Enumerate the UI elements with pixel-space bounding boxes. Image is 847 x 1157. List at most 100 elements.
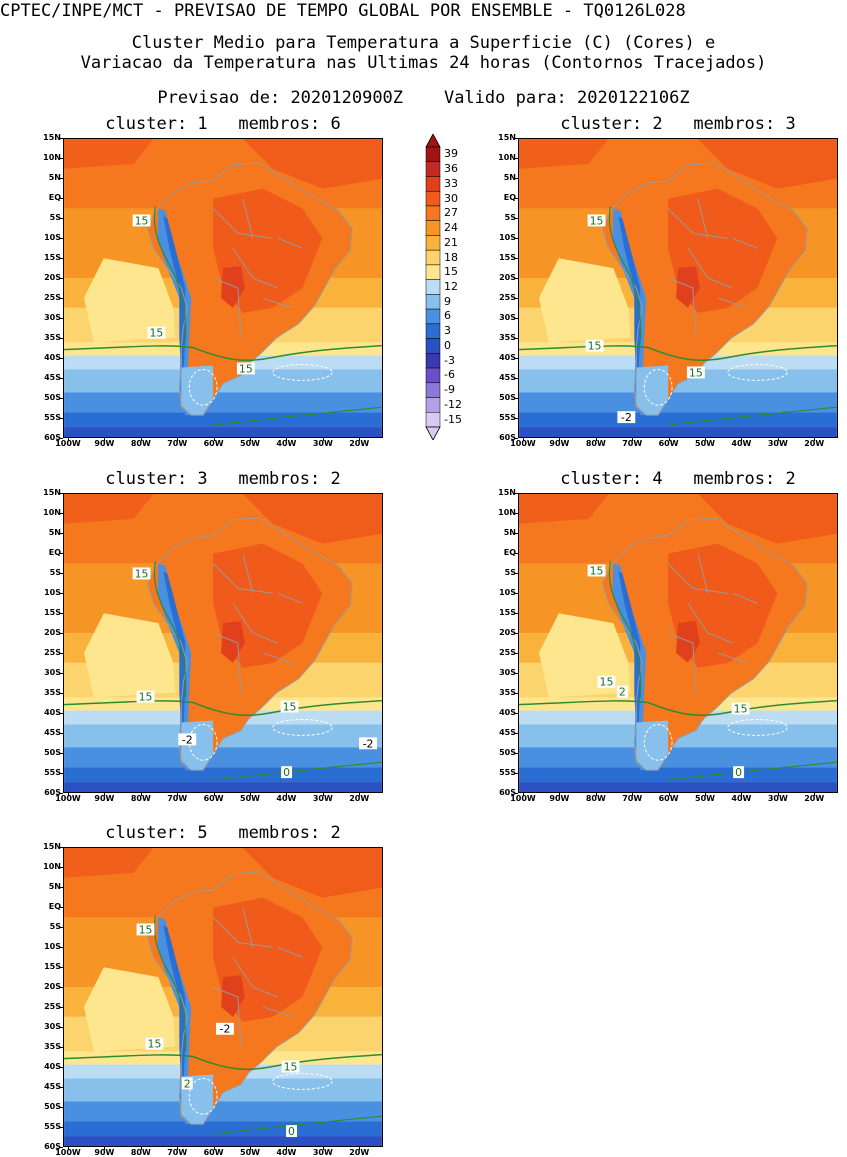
lat-tick bbox=[60, 1007, 63, 1008]
lat-label: 45S bbox=[44, 728, 61, 737]
lat-label: 40S bbox=[499, 353, 516, 362]
lat-tick bbox=[60, 1027, 63, 1028]
lon-label: 100W bbox=[55, 1148, 81, 1157]
lat-tick bbox=[515, 298, 518, 299]
lon-label: 50W bbox=[240, 1148, 260, 1157]
contour-label: 15 bbox=[731, 703, 750, 716]
colorbar-swatch bbox=[425, 397, 441, 413]
lon-label: 40W bbox=[276, 439, 297, 448]
lat-label: 10N bbox=[498, 153, 516, 162]
lat-label: 50S bbox=[499, 393, 516, 402]
contour-value: 0 bbox=[288, 1125, 295, 1138]
lat-label: 10S bbox=[499, 233, 516, 242]
lon-label: 80W bbox=[585, 794, 606, 803]
lat-label: EQ bbox=[48, 902, 61, 911]
lat-label: 60S bbox=[499, 433, 516, 442]
lon-label: 20W bbox=[804, 794, 825, 803]
lon-tick bbox=[322, 438, 324, 441]
colorbar-label: 3 bbox=[444, 324, 451, 338]
lon-label: 90W bbox=[549, 794, 570, 803]
lat-tick bbox=[60, 1107, 63, 1108]
lon-tick bbox=[286, 793, 288, 796]
lat-tick bbox=[515, 278, 518, 279]
colorbar-label: -6 bbox=[444, 368, 455, 382]
lat-label: 5S bbox=[504, 568, 516, 577]
lat-tick bbox=[515, 378, 518, 379]
lat-label: EQ bbox=[503, 548, 516, 557]
lon-tick bbox=[104, 438, 106, 441]
contour-label: 15 bbox=[686, 366, 705, 379]
contour-value: 15 bbox=[135, 214, 149, 227]
lon-label: 50W bbox=[240, 439, 260, 448]
temperature-map: 15 15 15 -2 -2 0 bbox=[63, 493, 383, 793]
lon-tick bbox=[177, 1147, 179, 1150]
lon-label: 20W bbox=[349, 439, 370, 448]
contour-value: 15 bbox=[150, 327, 164, 340]
panel-3-title: cluster: 3 membros: 2 bbox=[105, 469, 341, 489]
lon-tick bbox=[777, 793, 779, 796]
lon-label: 70W bbox=[622, 794, 643, 803]
lat-tick bbox=[60, 338, 63, 339]
panel-5-title: cluster: 5 membros: 2 bbox=[105, 823, 341, 843]
map-panel-3: 15 15 15 -2 -2 0 15N 10N 5N EQ 5S 10S 15S 20S 25S 30S 35… bbox=[43, 489, 383, 803]
header-line-2: Cluster Medio para Temperatura a Superfi… bbox=[131, 33, 716, 53]
contour-value: 15 bbox=[734, 703, 748, 716]
lon-tick bbox=[595, 438, 597, 441]
lat-tick bbox=[60, 553, 63, 554]
lat-label: 10N bbox=[498, 508, 516, 517]
lat-tick bbox=[60, 533, 63, 534]
lat-label: 25S bbox=[44, 648, 61, 657]
contour-label: 0 bbox=[281, 766, 293, 779]
contour-label: 15 bbox=[281, 1061, 300, 1074]
lat-label: 5N bbox=[48, 528, 61, 537]
lat-tick bbox=[515, 218, 518, 219]
colorbar-label: 27 bbox=[444, 206, 458, 220]
lon-label: 100W bbox=[55, 439, 81, 448]
colorbar-swatch bbox=[425, 235, 441, 251]
lat-tick bbox=[515, 613, 518, 614]
lat-tick bbox=[515, 493, 518, 494]
lon-label: 70W bbox=[167, 439, 188, 448]
contour-label: 0 bbox=[733, 766, 745, 779]
colorbar-label: 0 bbox=[444, 338, 451, 352]
lon-label: 50W bbox=[695, 794, 715, 803]
contour-label: 15 bbox=[280, 701, 299, 714]
map-panel-5: 15 15 -2 2 15 0 15N 10N 5N EQ 5S 10S 15S 20S 25S 30S 35S… bbox=[43, 843, 383, 1157]
lon-label: 80W bbox=[585, 439, 606, 448]
lat-label: 60S bbox=[44, 433, 61, 442]
lat-tick bbox=[515, 358, 518, 359]
lon-label: 30W bbox=[312, 794, 333, 803]
lon-label: 40W bbox=[731, 439, 752, 448]
lon-tick bbox=[595, 793, 597, 796]
lon-tick bbox=[140, 438, 142, 441]
lat-label: 25S bbox=[44, 1002, 61, 1011]
lon-tick bbox=[814, 438, 816, 441]
lon-label: 50W bbox=[695, 439, 715, 448]
contour-value: 15 bbox=[284, 1061, 298, 1074]
panel-4-title: cluster: 4 membros: 2 bbox=[560, 469, 796, 489]
lat-tick bbox=[515, 533, 518, 534]
lat-tick bbox=[515, 713, 518, 714]
lat-label: 20S bbox=[499, 273, 516, 282]
lon-label: 20W bbox=[804, 439, 825, 448]
lon-tick bbox=[705, 438, 706, 441]
lon-label: 60W bbox=[658, 439, 679, 448]
contour-label: 2 bbox=[616, 686, 628, 699]
lat-label: 35S bbox=[44, 1042, 61, 1051]
contour-label: -2 bbox=[178, 733, 197, 746]
contour-value: -2 bbox=[182, 733, 193, 746]
lon-tick bbox=[322, 793, 324, 796]
lon-label: 30W bbox=[312, 1148, 333, 1157]
lat-label: 20S bbox=[44, 273, 61, 282]
lat-tick bbox=[60, 278, 63, 279]
lon-tick bbox=[68, 438, 69, 441]
lat-tick bbox=[60, 318, 63, 319]
lat-tick bbox=[60, 1047, 63, 1048]
lat-label: 20S bbox=[44, 982, 61, 991]
colorbar-swatch bbox=[425, 190, 441, 207]
lat-label: 10S bbox=[44, 588, 61, 597]
lat-label: 45S bbox=[44, 1082, 61, 1091]
lat-tick bbox=[515, 753, 518, 754]
lon-tick bbox=[632, 793, 634, 796]
map-panel-2: 15 15 15 -2 15N 10N 5N EQ 5S 10S 15S 20S 25S 30S 35S 40… bbox=[498, 134, 838, 448]
